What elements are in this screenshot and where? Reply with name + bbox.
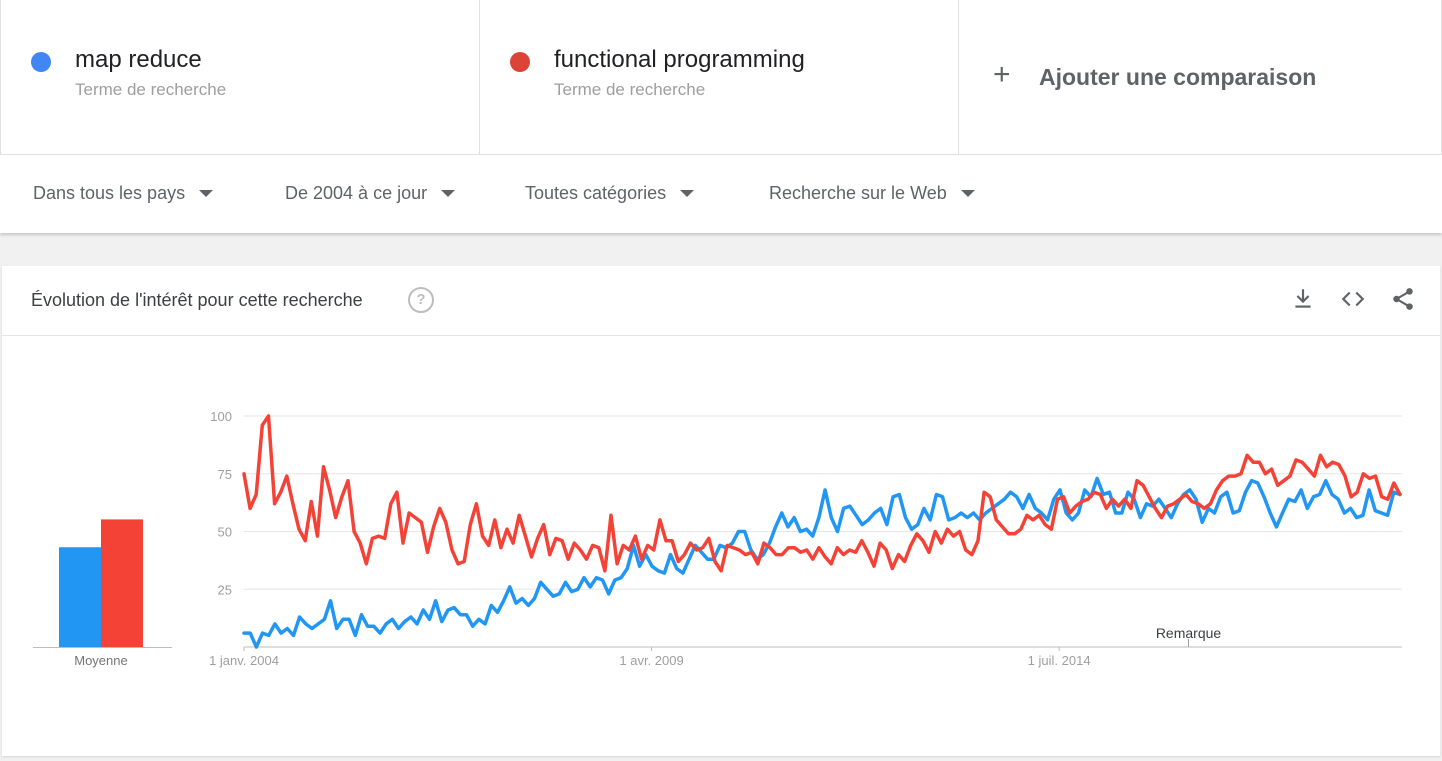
average-bar-2[interactable]: [101, 519, 143, 647]
add-comparison-label: Ajouter une comparaison: [1039, 64, 1317, 90]
interest-line-chart: 25 50 75 100 1 janv. 2004 1 avr. 2009 1 juil. …: [209, 409, 1402, 668]
series-line-2[interactable]: [242, 414, 1402, 573]
filter-label: De 2004 à ce jour: [285, 183, 428, 203]
filter-label: Toutes catégories: [525, 183, 667, 203]
caret-down-icon: [441, 190, 456, 197]
share-icon[interactable]: [1390, 286, 1416, 312]
filter-label: Dans tous les pays: [33, 183, 186, 203]
average-bar-1[interactable]: [59, 547, 101, 647]
card-title: Évolution de l'intérêt pour cette recher…: [31, 290, 363, 310]
filter-region-dropdown[interactable]: Dans tous les pays: [33, 183, 214, 204]
x-tick-label: 1 avr. 2009: [619, 653, 683, 668]
y-tick-label: 25: [218, 582, 232, 597]
download-icon[interactable]: [1290, 286, 1316, 312]
search-term-type: Terme de recherche: [554, 80, 706, 99]
average-label: Moyenne: [74, 653, 127, 668]
search-term-type: Terme de recherche: [75, 80, 227, 99]
plus-icon: +: [993, 58, 1011, 91]
filter-bar: Dans tous les pays De 2004 à ce jour Tou…: [0, 155, 1442, 233]
y-tick-label: 75: [218, 467, 232, 482]
series-color-dot: [510, 52, 530, 72]
filter-time-dropdown[interactable]: De 2004 à ce jour: [285, 183, 456, 204]
caret-down-icon: [960, 190, 975, 197]
search-term-name[interactable]: map reduce: [75, 46, 202, 73]
y-tick-label: 100: [210, 409, 232, 424]
search-term-1[interactable]: map reduce Terme de recherche: [0, 0, 479, 154]
caret-down-icon: [199, 190, 214, 197]
filter-category-dropdown[interactable]: Toutes catégories: [525, 183, 695, 204]
search-term-name[interactable]: functional programming: [554, 46, 805, 73]
annotation-label[interactable]: Remarque: [1156, 625, 1222, 641]
caret-down-icon: [680, 190, 695, 197]
card-header: Évolution de l'intérêt pour cette recher…: [2, 266, 1440, 336]
embed-code-icon[interactable]: [1340, 286, 1366, 312]
search-term-2[interactable]: functional programming Terme de recherch…: [479, 0, 958, 154]
filter-label: Recherche sur le Web: [769, 183, 947, 203]
average-bar-chart: Moyenne: [33, 519, 172, 668]
y-tick-label: 50: [218, 525, 232, 540]
question-circle-icon[interactable]: ?: [408, 287, 434, 313]
add-comparison-button[interactable]: + Ajouter une comparaison: [958, 0, 1442, 154]
x-tick-label: 1 juil. 2014: [1028, 653, 1091, 668]
x-tick-label: 1 janv. 2004: [209, 653, 279, 668]
filter-search-type-dropdown[interactable]: Recherche sur le Web: [769, 183, 975, 204]
series-line-1[interactable]: [242, 476, 1402, 649]
series-color-dot: [31, 52, 51, 72]
interest-over-time-card: Évolution de l'intérêt pour cette recher…: [2, 266, 1440, 756]
compare-terms-bar: map reduce Terme de recherche functional…: [0, 0, 1442, 155]
